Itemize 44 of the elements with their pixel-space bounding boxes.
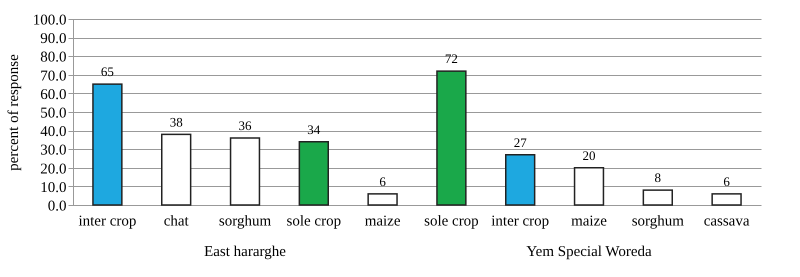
bar [161,134,192,206]
y-tick-label: 80.0 [40,50,66,66]
bar [642,189,673,206]
data-label: 6 [723,174,730,189]
y-tick-label: 20.0 [40,161,66,178]
x-tick-label: sorghum [632,214,684,230]
x-tick-label: maize [364,214,401,230]
data-label: 27 [514,134,528,150]
bar [298,141,329,206]
text: Yem Special Woreda [526,244,652,260]
data-label: 8 [654,170,662,186]
bar [711,193,742,206]
data-label: 65 [100,64,114,80]
data-label: 36 [238,118,252,134]
x-tick-label: sorghum [218,214,272,230]
bar [230,137,260,206]
y-tick-label: 90.0 [40,31,66,48]
x-tick-label: inter crop [78,214,136,230]
data-label: 38 [170,114,183,130]
y-axis-title: percent of response [6,54,22,171]
y-tick-label: 40.0 [40,124,66,140]
y-tick-label: 60.0 [40,86,66,103]
data-label: 72 [444,51,458,66]
y-tick-label: 70.0 [40,68,66,84]
bar [92,83,123,206]
bar [574,167,604,206]
x-tick-label: cassava [704,214,750,230]
bar [367,193,398,206]
y-tick-label: 100.0 [32,12,66,28]
x-tick-label: sole crop [424,214,479,230]
data-label: 20 [582,148,596,163]
x-tick-label: sole crop [286,214,342,230]
y-tick-label: 0.0 [48,198,66,214]
bar [436,70,467,206]
text: East hararghe [204,244,286,260]
x-tick-label: inter crop [491,214,550,230]
data-label: 34 [307,122,321,137]
y-tick-label: 50.0 [40,106,66,122]
y-tick-label: 30.0 [40,142,66,159]
bar [505,154,536,206]
x-tick-label: maize [571,214,608,230]
y-tick-label: 10.0 [40,180,66,196]
x-tick-label: chat [164,214,190,230]
data-label: 6 [379,174,386,189]
